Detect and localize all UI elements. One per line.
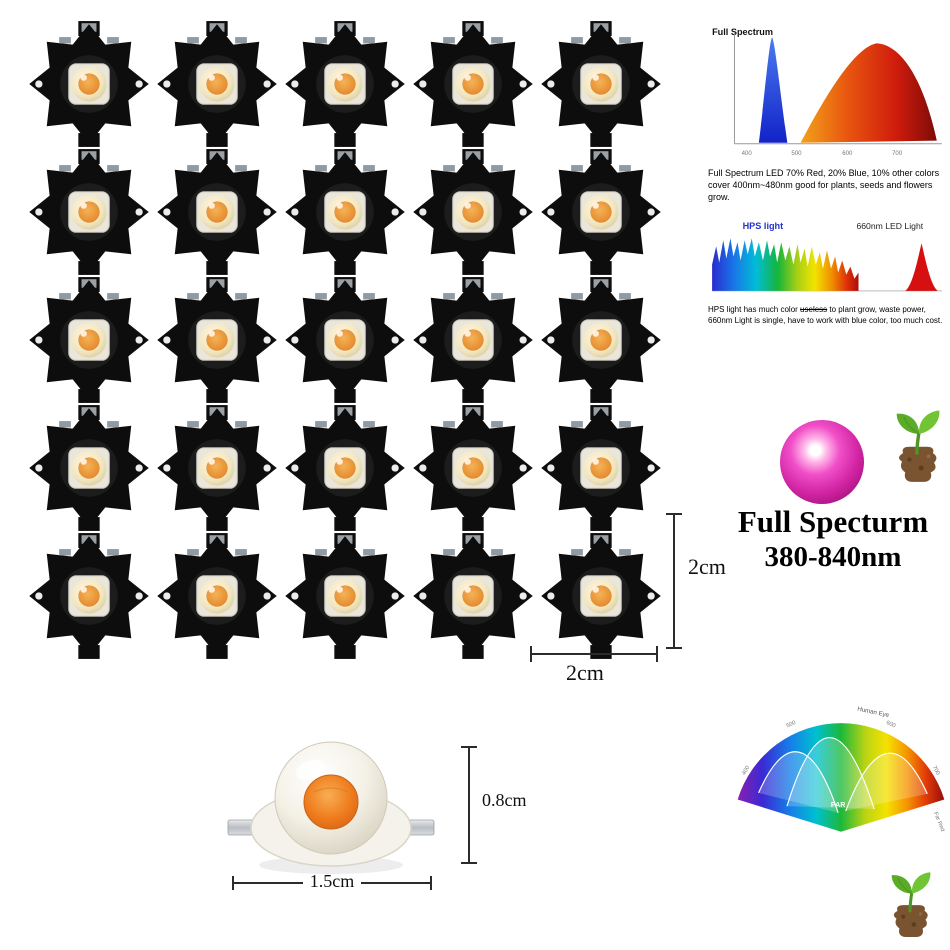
- promo-text: Full Specturm 380-840nm: [718, 504, 948, 574]
- led-star-pcb: [537, 148, 665, 276]
- fan-tick-600: 600: [885, 720, 896, 729]
- x-tick-400: 400: [742, 150, 753, 157]
- grid-width-dimension-label: 2cm: [566, 660, 604, 685]
- grid-height-dimension-label: 2cm: [688, 554, 726, 579]
- led-star-pcb: [409, 404, 537, 532]
- seedling-photo-top: [886, 406, 950, 496]
- sensitivity-curve: [758, 751, 839, 813]
- rainbow-fan-area: [737, 723, 945, 832]
- hps-caption-text-b: to plant grow, waste power, 660nm Light: [708, 305, 926, 325]
- x-tick-700: 700: [892, 150, 903, 157]
- hps-light-label: HPS light: [743, 221, 784, 231]
- led-star-pcb: [281, 404, 409, 532]
- led-star-pcb: [25, 148, 153, 276]
- promo-title: Full Specturm: [737, 504, 929, 539]
- grid-height-dimension-line: [666, 513, 682, 649]
- par-fan-chart: Human Eye PAR Far Red 400 500 600 700: [732, 697, 950, 849]
- far-red-label: Far Red: [932, 811, 945, 832]
- hps-caption-text-a: HPS light has much color: [708, 305, 801, 314]
- hps-vs-led-chart: HPS light 660nm LED Light: [706, 218, 950, 304]
- led-star-pcb: [153, 404, 281, 532]
- led-star-pcb: [409, 532, 537, 660]
- blue-peak-area: [758, 37, 788, 143]
- led-emitter-closeup-image: [227, 741, 435, 874]
- full-spectrum-chart-title: Full Spectrum: [712, 27, 773, 37]
- led-star-pcb: [153, 532, 281, 660]
- led-star-pcb: [281, 276, 409, 404]
- red-led-peak-area: [905, 243, 938, 291]
- par-label: PAR: [831, 801, 845, 809]
- fan-tick-400: 400: [741, 765, 751, 776]
- 660nm-led-label: 660nm LED Light: [856, 221, 923, 231]
- led-star-pcb: [281, 20, 409, 148]
- grid-width-dimension-line: [530, 646, 658, 662]
- led-star-pcb: [281, 148, 409, 276]
- led-star-pcb: [25, 532, 153, 660]
- closeup-width-dimension-label: 1.5cm: [309, 871, 355, 891]
- x-tick-500: 500: [791, 150, 802, 157]
- led-phosphor-chip: [303, 774, 359, 830]
- full-spectrum-chart-plot: Full Spectrum 400 500 600 700: [712, 27, 942, 157]
- human-eye-curve: [786, 737, 875, 810]
- led-star-pcb: [25, 20, 153, 148]
- promo-subtitle: 380-840nm: [764, 541, 902, 573]
- led-star-pcb: [153, 276, 281, 404]
- led-star-pcb: [537, 20, 665, 148]
- x-tick-600: 600: [842, 150, 853, 157]
- fan-tick-700: 700: [931, 765, 941, 776]
- pink-led-photo: [780, 420, 864, 504]
- human-eye-label: Human Eye: [857, 706, 890, 720]
- led-star-pcb: [537, 404, 665, 532]
- led-star-pcb: [25, 404, 153, 532]
- closeup-height-dimension-line: [461, 746, 477, 864]
- led-star-pcb: [537, 532, 665, 660]
- fan-tick-500: 500: [786, 720, 797, 729]
- full-spectrum-chart-caption: Full Spectrum LED 70% Red, 20% Blue, 10%…: [708, 167, 948, 203]
- hps-chart-caption: HPS light has much color useless to plan…: [708, 305, 948, 327]
- sensitivity-curve: [845, 752, 928, 812]
- par-fan-chart-plot: Human Eye PAR Far Red 400 500 600 700: [737, 706, 945, 833]
- caption-text: Full Spectrum LED 70% Red, 20% Blue, 10%…: [708, 168, 940, 203]
- hps-rainbow-spectrum-area: [712, 238, 859, 291]
- hps-caption-text-c: is single, have to work with blue color,…: [752, 315, 943, 325]
- led-star-pcb: [409, 276, 537, 404]
- led-emitter-closeup: [226, 732, 436, 882]
- hps-vs-led-chart-plot: HPS light 660nm LED Light: [712, 221, 942, 292]
- seedling-photo-bottom: [882, 868, 940, 950]
- closeup-width-dimension-line: 1.5cm: [232, 871, 432, 893]
- led-star-pcb: [25, 276, 153, 404]
- hps-caption-struck-word: useless: [800, 305, 828, 314]
- led-star-pcb: [281, 532, 409, 660]
- full-spectrum-chart: Full Spectrum 400 500 600 700: [706, 22, 950, 164]
- red-peak-area: [800, 43, 937, 143]
- led-star-pcb: [409, 148, 537, 276]
- led-star-pcb: [537, 276, 665, 404]
- led-star-pcb: [409, 20, 537, 148]
- led-star-pcb: [153, 20, 281, 148]
- closeup-height-dimension-label: 0.8cm: [482, 790, 527, 810]
- led-star-pcb: [153, 148, 281, 276]
- led-pcb-grid: [25, 20, 665, 652]
